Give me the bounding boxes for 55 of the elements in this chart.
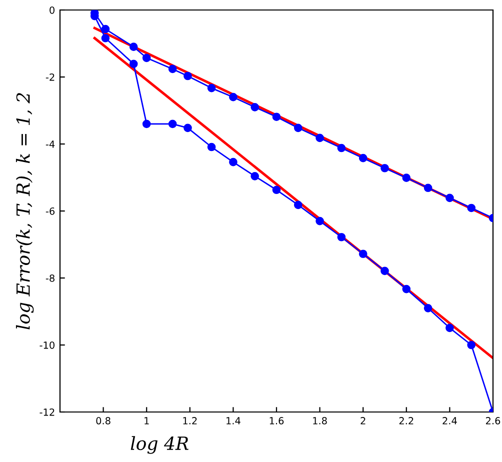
y-tick-label: -6 [46, 207, 55, 215]
y-tick-label: -12 [40, 408, 54, 416]
point [337, 144, 346, 152]
point [184, 124, 192, 132]
point [424, 184, 432, 192]
point [101, 34, 110, 42]
x-tick-label: 2.2 [399, 417, 414, 424]
point [467, 204, 476, 212]
point [380, 164, 389, 172]
x-tick-label: 2 [360, 417, 366, 424]
point [168, 64, 177, 74]
point [101, 24, 110, 34]
y-tick-label: -4 [46, 140, 55, 148]
x-tick-label: 1.6 [270, 417, 284, 424]
point [358, 154, 368, 162]
y-axis-title: log Error(k, T, R), k = 1, 2 [16, 93, 34, 330]
x-tick-label: 2.6 [486, 417, 500, 424]
y-tick-label: -8 [46, 274, 54, 282]
point [337, 232, 346, 242]
point [207, 84, 216, 92]
point [250, 102, 260, 112]
point [250, 172, 260, 180]
point [446, 324, 454, 332]
point [129, 42, 138, 52]
point [358, 250, 368, 258]
point [184, 72, 192, 80]
point [229, 158, 238, 166]
x-tick-label: 1.4 [226, 417, 240, 424]
y-tick-label: 0 [50, 6, 54, 14]
x-tick-label: 1.8 [313, 417, 327, 424]
point [316, 216, 324, 226]
point [446, 194, 454, 202]
point [294, 124, 302, 132]
point [467, 340, 476, 350]
x-tick-label: 1 [144, 417, 149, 424]
point [294, 200, 302, 210]
point [424, 304, 432, 312]
point [380, 266, 389, 276]
point [316, 134, 324, 142]
point [129, 60, 138, 68]
point [168, 120, 177, 128]
x-tick-label: 1.2 [183, 417, 197, 424]
point [207, 142, 216, 152]
point [229, 92, 238, 102]
point [142, 120, 151, 128]
point [402, 284, 411, 294]
point [142, 54, 151, 62]
y-tick-label: -10 [40, 341, 54, 349]
x-tick-label: 2.4 [442, 417, 457, 424]
point [402, 174, 411, 182]
point [272, 112, 281, 122]
x-axis-title: log 4R [130, 436, 188, 454]
x-tick-label: 0.8 [96, 417, 110, 424]
y-tick-label: -2 [46, 73, 54, 81]
point [272, 186, 281, 194]
